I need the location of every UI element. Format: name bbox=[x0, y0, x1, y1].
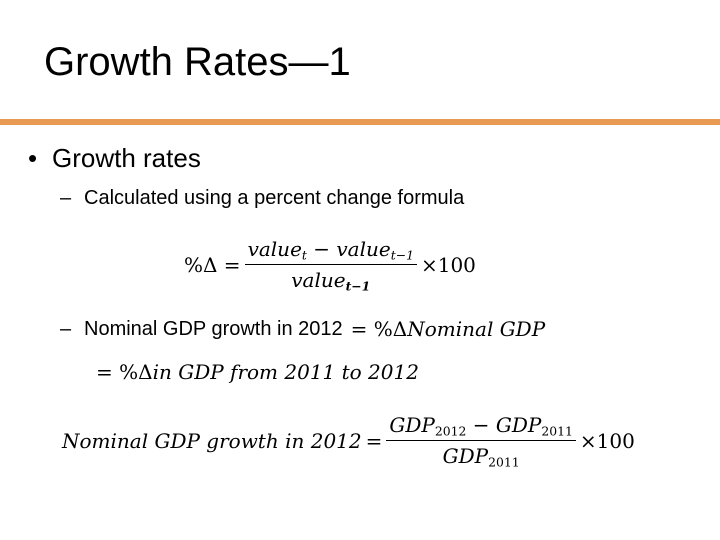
bullet-growth-rates: • Growth rates bbox=[28, 142, 201, 174]
formula-denominator: valuet−1 bbox=[291, 268, 371, 294]
formula-equals: = bbox=[365, 428, 383, 453]
sub-bullet-formula: – Calculated using a percent change formu… bbox=[60, 185, 464, 211]
formula-fraction: GDP2012 − GDP2011 GDP2011 bbox=[386, 412, 576, 469]
formula-lhs: Nominal GDP growth in 2012 bbox=[62, 428, 362, 453]
formula-multiplier: ×100 bbox=[579, 428, 635, 453]
title-divider bbox=[0, 119, 720, 125]
slide-title: Growth Rates—1 bbox=[44, 40, 351, 84]
formula-numerator: GDP2012 − GDP2011 bbox=[389, 413, 573, 439]
nominal-gdp-growth-formula: Nominal GDP growth in 2012 = GDP2012 − G… bbox=[62, 412, 635, 469]
bullet-marker: • bbox=[28, 143, 38, 173]
formula-lhs: %Δ = bbox=[184, 252, 241, 277]
fraction-bar bbox=[386, 440, 576, 441]
fraction-bar bbox=[244, 264, 417, 265]
percent-change-formula: %Δ = valuet − valuet−1 valuet−1 ×100 bbox=[184, 236, 476, 293]
formula-multiplier: ×100 bbox=[420, 252, 476, 277]
sub-bullet-text: Nominal GDP growth in 2012 bbox=[84, 318, 343, 340]
sub-bullet-math: = %ΔNominal GDP bbox=[350, 317, 546, 341]
formula-numerator: valuet − valuet−1 bbox=[247, 237, 414, 263]
gdp-change-statement: = %Δin GDP from 2011 to 2012 bbox=[96, 360, 419, 384]
formula-fraction: valuet − valuet−1 valuet−1 bbox=[244, 236, 417, 294]
bullet-text: Growth rates bbox=[52, 143, 201, 173]
sub-bullet-marker: – bbox=[60, 318, 72, 340]
formula-denominator: GDP2011 bbox=[442, 444, 520, 470]
sub-bullet-text: Calculated using a percent change formul… bbox=[84, 187, 465, 209]
sub-bullet-nominal-gdp: – Nominal GDP growth in 2012 = %ΔNominal… bbox=[60, 316, 545, 342]
sub-bullet-marker: – bbox=[60, 187, 72, 209]
